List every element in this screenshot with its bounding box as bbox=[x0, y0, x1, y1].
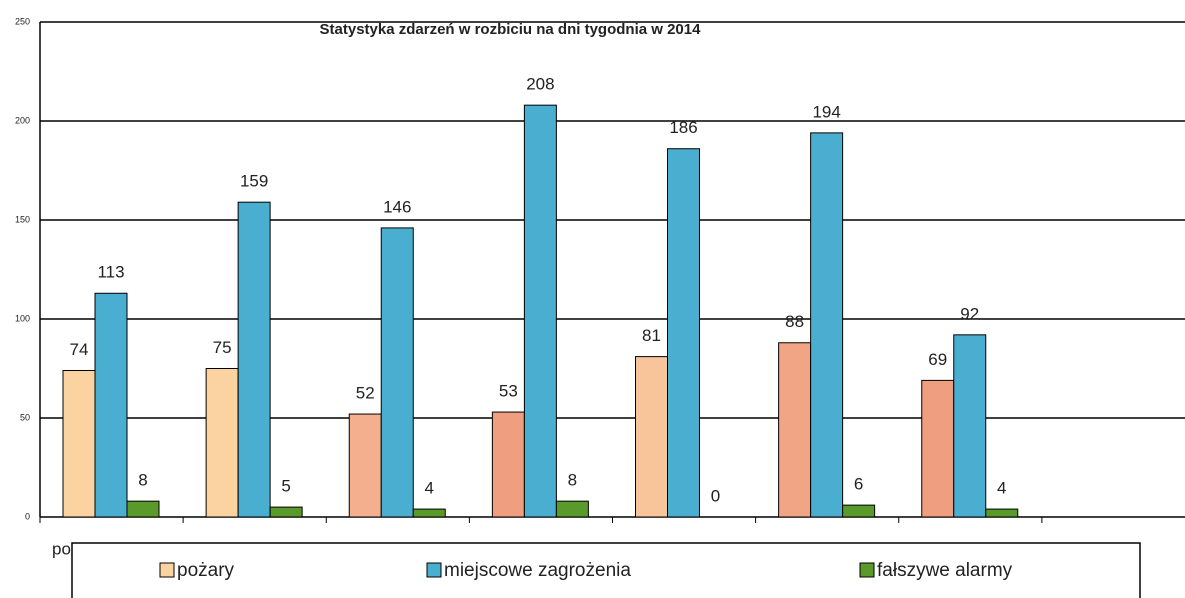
bar bbox=[380, 227, 414, 518]
bar bbox=[491, 411, 525, 518]
bar bbox=[237, 201, 271, 518]
y-tick-label: 250 bbox=[15, 16, 30, 26]
legend-label: pożary bbox=[177, 560, 235, 581]
data-label: 8 bbox=[568, 471, 577, 490]
bar bbox=[205, 368, 239, 518]
bar bbox=[842, 504, 876, 518]
bar bbox=[126, 500, 160, 518]
data-label: 4 bbox=[997, 479, 1006, 498]
legend-box bbox=[71, 542, 1141, 598]
bar bbox=[348, 413, 382, 518]
bar bbox=[810, 132, 844, 518]
data-label: 0 bbox=[711, 486, 720, 505]
data-label: 146 bbox=[383, 197, 411, 216]
legend-swatch bbox=[859, 562, 875, 578]
legend-label: miejscowe zagrożenia bbox=[444, 560, 631, 581]
data-label: 88 bbox=[785, 312, 804, 331]
data-label: 186 bbox=[669, 118, 697, 137]
y-tick-label: 50 bbox=[20, 412, 30, 422]
data-label: 194 bbox=[812, 102, 840, 121]
bar bbox=[667, 148, 700, 518]
y-tick-label: 100 bbox=[15, 313, 30, 323]
bar bbox=[635, 356, 668, 518]
data-label: 92 bbox=[960, 304, 979, 323]
data-label: 208 bbox=[526, 75, 554, 94]
y-tick-label: 0 bbox=[25, 511, 30, 521]
bar bbox=[62, 369, 96, 518]
data-label: 113 bbox=[97, 263, 124, 282]
legend-swatch bbox=[426, 562, 442, 578]
bar bbox=[269, 506, 303, 518]
bar bbox=[523, 104, 557, 518]
data-label: 75 bbox=[213, 338, 232, 357]
bar bbox=[412, 508, 446, 518]
bar bbox=[985, 508, 1019, 518]
data-label: 159 bbox=[240, 172, 268, 191]
legend-swatch bbox=[159, 562, 175, 578]
bar bbox=[953, 334, 987, 518]
bar bbox=[921, 379, 955, 518]
y-tick-label: 150 bbox=[15, 214, 30, 224]
bar bbox=[778, 342, 812, 518]
data-label: 53 bbox=[499, 382, 518, 401]
bar bbox=[94, 292, 128, 518]
data-label: 81 bbox=[642, 326, 661, 345]
data-label: 4 bbox=[425, 479, 434, 498]
data-label: 74 bbox=[70, 340, 89, 359]
legend-label: fałszywe alarmy bbox=[877, 560, 1013, 581]
data-label: 6 bbox=[854, 475, 863, 494]
x-tick-label: po bbox=[52, 539, 71, 558]
chart-title: Statystyka zdarzeń w rozbiciu na dni tyg… bbox=[320, 21, 702, 38]
bar bbox=[555, 500, 589, 518]
data-label: 52 bbox=[356, 384, 375, 403]
data-label: 5 bbox=[281, 477, 290, 496]
data-label: 8 bbox=[138, 471, 147, 490]
y-tick-label: 200 bbox=[15, 115, 30, 125]
data-label: 69 bbox=[928, 350, 947, 369]
